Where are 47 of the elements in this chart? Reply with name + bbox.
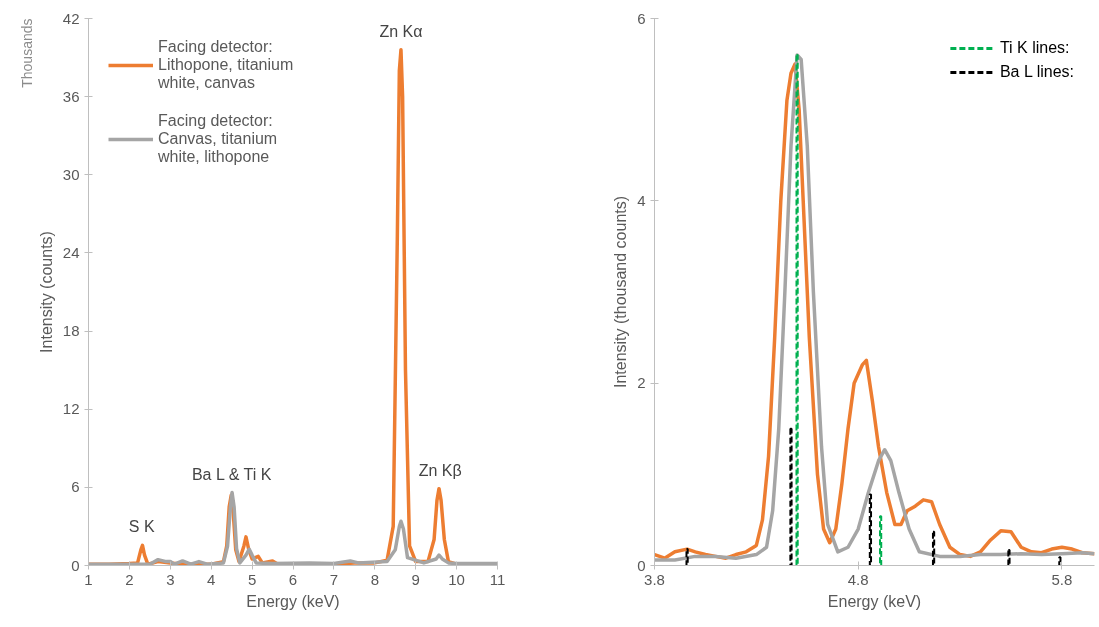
x-tick-label: 8 [370, 570, 379, 588]
legend-label: Facing detector: Canvas, titanium white, lithopone [158, 112, 278, 166]
x-tick-label: 5.8 [1051, 570, 1073, 588]
x-tick-label: 2 [125, 570, 134, 588]
y-tick-label: 30 [62, 165, 80, 183]
x-tick-label: 4 [207, 570, 216, 588]
y-tick-label: 36 [62, 87, 80, 105]
bar [868, 493, 873, 566]
bar [879, 515, 883, 566]
y-axis-title: Intensity (thousand counts) [612, 195, 630, 389]
legend-label: Facing detector: Lithopone, titanium white, canvas [158, 38, 294, 92]
y-tick-label: 24 [62, 243, 80, 261]
y-tick-label: 12 [62, 400, 80, 418]
x-tick-label: 1 [84, 570, 93, 588]
annotation: Ba L & Ti K [191, 465, 272, 483]
annotation: Zn Kβ [418, 461, 462, 479]
y-tick-label: 18 [62, 322, 80, 340]
x-tick-label: 3.8 [644, 570, 665, 588]
bar [685, 548, 689, 566]
annotation: Zn Kα [379, 22, 423, 40]
bar [789, 427, 793, 566]
legend-label: Ti K lines: [999, 39, 1070, 57]
y-tick-label: 4 [637, 191, 646, 209]
y-tick-label: 0 [71, 556, 80, 574]
x-tick-label: 9 [411, 570, 420, 588]
annotation: S K [128, 517, 155, 535]
bar [931, 530, 936, 566]
x-tick-label: 11 [489, 570, 506, 588]
x-tick-label: 7 [329, 570, 339, 588]
y-axis-title: Intensity (counts) [37, 231, 55, 353]
legend-label: Ba L lines: [999, 63, 1074, 81]
y-tick-label: 42 [62, 9, 80, 27]
y-tick-label: 6 [71, 478, 80, 496]
x-tick-label: 3 [166, 570, 175, 588]
x-tick-label: 10 [448, 570, 465, 588]
x-axis-title: Energy (keV) [827, 592, 922, 610]
x-tick-label: 4.8 [847, 570, 869, 588]
bar [1007, 549, 1011, 566]
bar [795, 53, 799, 566]
text: Thousands [18, 18, 35, 88]
x-tick-label: 5 [247, 570, 257, 588]
x-axis-title: Energy (keV) [246, 592, 340, 610]
y-tick-label: 6 [637, 9, 646, 27]
y-tick-label: 2 [637, 374, 646, 392]
y-tick-label: 0 [637, 556, 646, 574]
x-tick-label: 6 [288, 570, 298, 588]
bar [1058, 556, 1062, 566]
